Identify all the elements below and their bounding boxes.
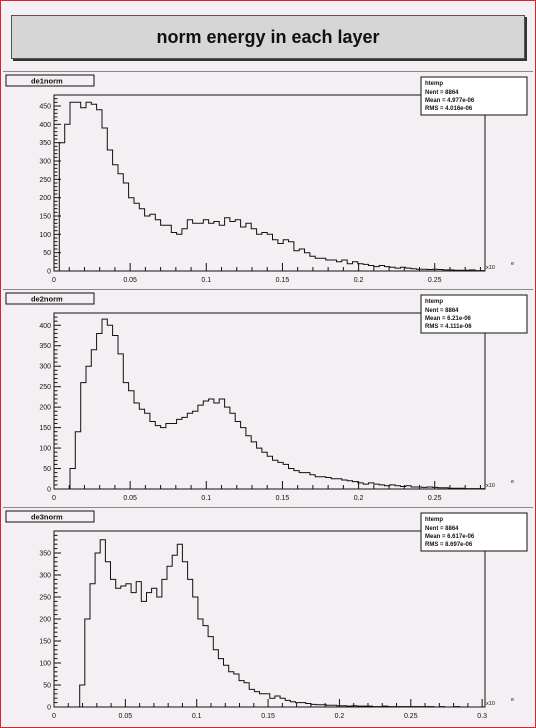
y-tick-label: 400	[39, 122, 51, 129]
y-tick-label: 450	[39, 104, 51, 111]
histogram-svg: 0 50 100 150 200 250 300 350 400 0 0.05 0.1 0.15 0.2 0…	[5, 292, 528, 502]
stats-line: Mean = 6.21e-06	[425, 316, 472, 322]
histogram-svg: 0 50 100 150 200 250 300 350 0 0.05 0.1 0.15 0.2 0.25…	[5, 510, 528, 720]
x-tick-label: 0.3	[477, 713, 487, 720]
stats-title: htemp	[425, 517, 443, 523]
x-tick-label: 0.15	[276, 277, 290, 284]
hist-name: de3norm	[31, 513, 63, 522]
y-tick-label: 300	[39, 364, 51, 371]
histogram-pad-de3norm: 0 50 100 150 200 250 300 350 0 0.05 0.1 0.15 0.2 0.25…	[3, 507, 533, 725]
y-tick-label: 350	[39, 343, 51, 350]
x-tick-label: 0.05	[119, 713, 133, 720]
plot-frame	[53, 312, 486, 490]
y-tick-label: 250	[39, 177, 51, 184]
x-tick-label: 0.25	[428, 495, 442, 502]
x-tick-label: 0.1	[201, 495, 211, 502]
y-tick-label: 200	[39, 405, 51, 412]
x-tick-label: 0.05	[123, 277, 137, 284]
y-tick-label: 250	[39, 595, 51, 602]
y-tick-label: 0	[47, 269, 51, 276]
x-unit-mark: e	[511, 697, 514, 703]
y-tick-label: 150	[39, 425, 51, 432]
page-title: norm energy in each layer	[11, 15, 525, 59]
x-tick-label: 0.1	[201, 277, 211, 284]
y-tick-label: 200	[39, 617, 51, 624]
y-tick-label: 100	[39, 661, 51, 668]
hist-name-box	[5, 74, 95, 87]
x-tick-label: 0	[52, 495, 56, 502]
hist-name: de1norm	[31, 77, 63, 86]
hist-name: de2norm	[31, 295, 63, 304]
hist-name-box	[5, 292, 95, 305]
x-multiplier-label: x10	[486, 701, 495, 707]
stats-line: RMS = 8.697e-06	[425, 542, 473, 548]
x-multiplier-label: x10	[486, 265, 495, 271]
stats-box	[420, 512, 528, 552]
y-tick-label: 50	[43, 466, 51, 473]
y-tick-label: 100	[39, 232, 51, 239]
y-tick-label: 250	[39, 384, 51, 391]
stats-box	[420, 294, 528, 334]
x-tick-label: 0	[52, 277, 56, 284]
x-tick-label: 0.2	[354, 495, 364, 502]
stats-line: RMS = 4.016e-06	[425, 106, 473, 112]
histogram-pad-de1norm: 0 50 100 150 200 250 300 350 400 450 0 0.05 0.1 0.15 0…	[3, 71, 533, 289]
y-tick-label: 150	[39, 214, 51, 221]
plot-frame	[53, 94, 486, 272]
y-tick-label: 350	[39, 551, 51, 558]
plot-frame	[53, 530, 486, 708]
x-tick-label: 0.15	[276, 495, 290, 502]
histogram-line	[54, 318, 486, 490]
x-tick-label: 0.05	[123, 495, 137, 502]
x-tick-label: 0.25	[428, 277, 442, 284]
stats-line: Nent = 8864	[425, 90, 459, 96]
stats-line: RMS = 4.111e-06	[425, 324, 472, 330]
histogram-line	[54, 539, 476, 708]
stats-line: Mean = 4.977e-06	[425, 98, 475, 104]
y-tick-label: 400	[39, 323, 51, 330]
y-tick-label: 0	[47, 705, 51, 712]
stats-title: htemp	[425, 299, 443, 305]
y-tick-label: 200	[39, 195, 51, 202]
y-tick-label: 0	[47, 487, 51, 494]
x-unit-mark: e	[511, 479, 514, 485]
y-tick-label: 300	[39, 159, 51, 166]
x-unit-mark: e	[511, 261, 514, 267]
histogram-line	[54, 101, 486, 272]
x-tick-label: 0	[52, 713, 56, 720]
stats-line: Nent = 8864	[425, 526, 459, 532]
x-tick-label: 0.2	[354, 277, 364, 284]
y-tick-label: 150	[39, 639, 51, 646]
x-tick-label: 0.1	[192, 713, 202, 720]
y-tick-label: 100	[39, 446, 51, 453]
stats-box	[420, 76, 528, 116]
y-tick-label: 350	[39, 140, 51, 147]
y-tick-label: 50	[43, 683, 51, 690]
stats-title: htemp	[425, 81, 443, 87]
y-tick-label: 300	[39, 573, 51, 580]
hist-name-box	[5, 510, 95, 523]
histogram-pad-de2norm: 0 50 100 150 200 250 300 350 400 0 0.05 0.1 0.15 0.2 0…	[3, 289, 533, 507]
x-tick-label: 0.15	[261, 713, 275, 720]
x-tick-label: 0.2	[335, 713, 345, 720]
stats-line: Nent = 8864	[425, 308, 459, 314]
histogram-svg: 0 50 100 150 200 250 300 350 400 450 0 0.05 0.1 0.15 0…	[5, 74, 528, 284]
x-multiplier-label: x10	[486, 483, 495, 489]
stats-line: Mean = 6.617e-06	[425, 534, 475, 540]
y-tick-label: 50	[43, 250, 51, 257]
x-tick-label: 0.25	[404, 713, 418, 720]
